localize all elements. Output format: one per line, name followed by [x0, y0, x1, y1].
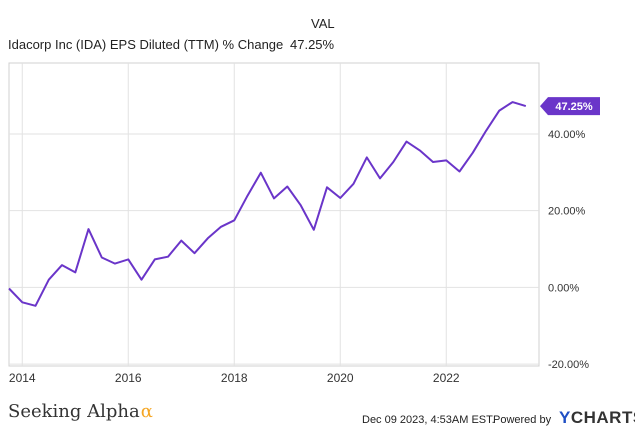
last-value-badge [540, 97, 600, 116]
plot-border [8, 62, 540, 367]
last-value-label: 47.25% [555, 101, 593, 113]
legend-header: VAL [311, 16, 335, 31]
ycharts-logo-text: CHARTS [570, 408, 635, 427]
x-tick-label: 2016 [115, 371, 142, 385]
y-tick-label: 0.00% [548, 282, 579, 294]
x-axis-ticks: 2014 2016 2018 2020 2022 [9, 371, 460, 385]
legend-series-name: Idacorp Inc (IDA) EPS Diluted (TTM) % Ch… [8, 37, 284, 52]
seeking-alpha-logo: Seeking Alphaα [8, 401, 153, 422]
plot-frame [8, 62, 540, 367]
x-tick-label: 2020 [327, 371, 354, 385]
powered-by-label: Powered by [493, 414, 552, 426]
ycharts-mark: Y [559, 408, 571, 427]
x-tick-label: 2022 [433, 371, 460, 385]
gridlines [9, 63, 539, 366]
y-tick-label: -20.00% [548, 359, 589, 371]
y-axis-ticks: 40.00% 20.00% 0.00% -20.00% [548, 129, 589, 371]
x-tick-label: 2014 [9, 371, 36, 385]
last-value-label-group: 47.25% [540, 97, 600, 116]
y-tick-label: 20.00% [548, 206, 586, 218]
y-tick-label: 40.00% [548, 129, 586, 141]
x-tick-label: 2018 [221, 371, 248, 385]
ycharts-logo: YCHARTS [559, 408, 635, 428]
series-line [8, 101, 527, 307]
alpha-icon: α [140, 401, 153, 422]
seeking-alpha-logo-text: Seeking Alpha [8, 401, 140, 422]
legend-series-value: 47.25% [290, 37, 335, 52]
series-layer [8, 101, 527, 307]
timestamp: Dec 09 2023, 4:53AM EST. [362, 414, 495, 426]
